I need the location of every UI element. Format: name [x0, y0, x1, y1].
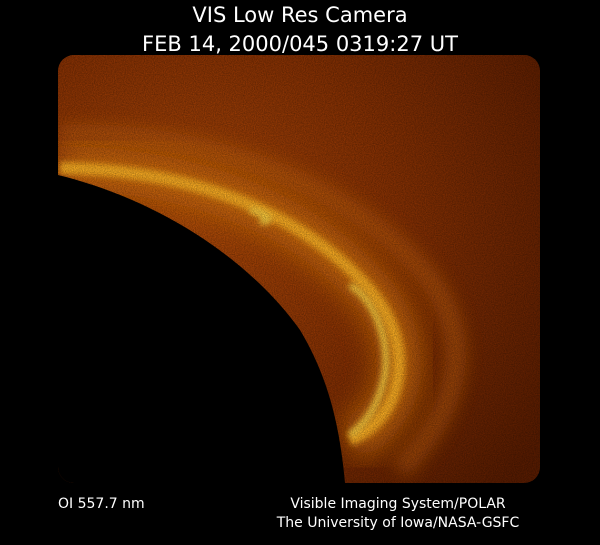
title: VIS Low Res Camera — [192, 3, 407, 27]
filter-label: OI 557.7 nm — [58, 496, 145, 512]
camera-image — [58, 55, 540, 483]
timestamp: FEB 14, 2000/045 0319:27 UT — [142, 32, 458, 56]
credit: The University of Iowa/NASA-GSFC — [276, 515, 520, 531]
credit: Visible Imaging System/POLAR — [290, 496, 506, 512]
